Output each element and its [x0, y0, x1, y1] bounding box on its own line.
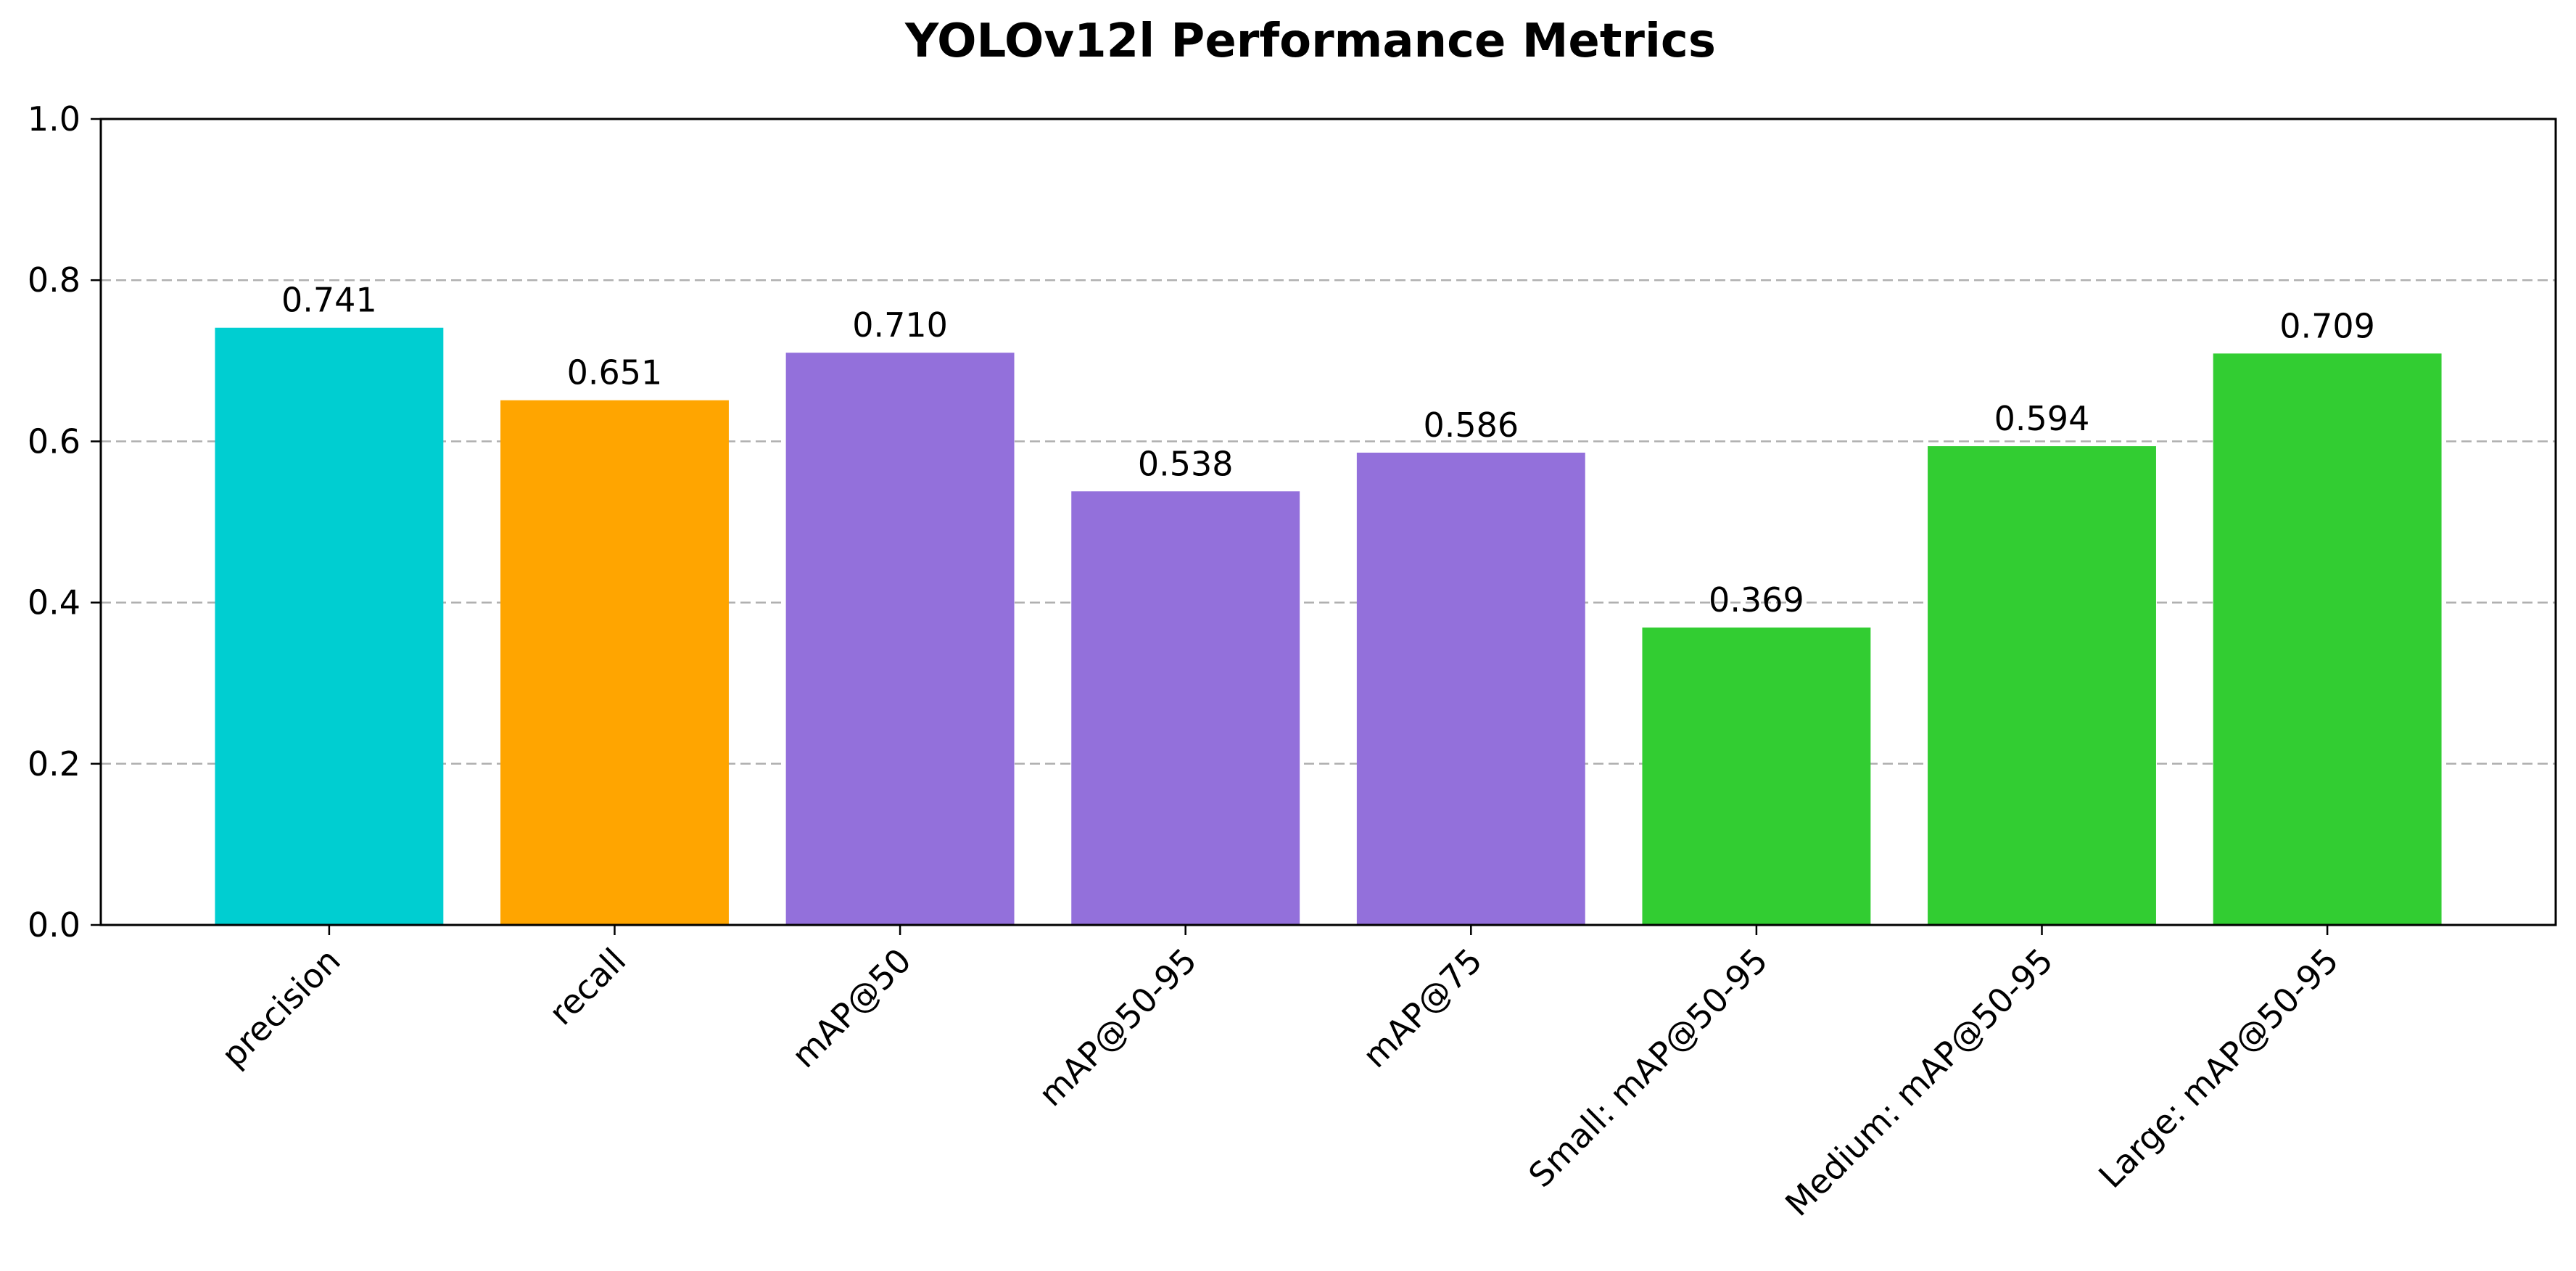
value-labels: 0.741 0.651 0.710 0.538 0.586 0.369 0.594 0.709 [281, 281, 2375, 620]
y-tick-label-0: 0.0 [28, 905, 80, 945]
y-tick-label-2: 0.4 [28, 583, 80, 622]
value-label-2: 0.710 [852, 305, 948, 345]
plot-frame [99, 118, 2557, 926]
bar-7 [2213, 353, 2442, 925]
y-tick-label-4: 0.8 [28, 260, 80, 300]
bar-1 [500, 400, 729, 925]
bar-0 [215, 327, 444, 925]
bar-6 [1928, 446, 2156, 925]
value-label-0: 0.741 [281, 281, 377, 320]
bar-3 [1071, 491, 1300, 925]
bar-4 [1356, 452, 1585, 925]
y-tick-label-5: 1.0 [28, 99, 80, 139]
value-label-5: 0.369 [1709, 580, 1804, 620]
bar-2 [785, 353, 1015, 925]
value-label-3: 0.538 [1138, 444, 1234, 483]
value-label-4: 0.586 [1423, 406, 1519, 445]
value-label-1: 0.651 [567, 353, 663, 392]
value-label-7: 0.709 [2279, 306, 2375, 345]
y-tick-label-3: 0.6 [28, 421, 80, 461]
chart-title: YOLOv12l Performance Metrics [904, 15, 1716, 68]
bar-5 [1642, 628, 1871, 925]
y-tick-label-1: 0.2 [28, 744, 80, 783]
value-label-6: 0.594 [1994, 399, 2090, 438]
bars [215, 327, 2442, 925]
